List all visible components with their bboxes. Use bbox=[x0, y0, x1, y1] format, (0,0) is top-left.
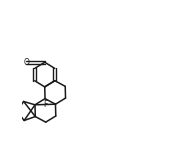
Text: O: O bbox=[23, 58, 29, 67]
Text: F: F bbox=[44, 100, 48, 109]
